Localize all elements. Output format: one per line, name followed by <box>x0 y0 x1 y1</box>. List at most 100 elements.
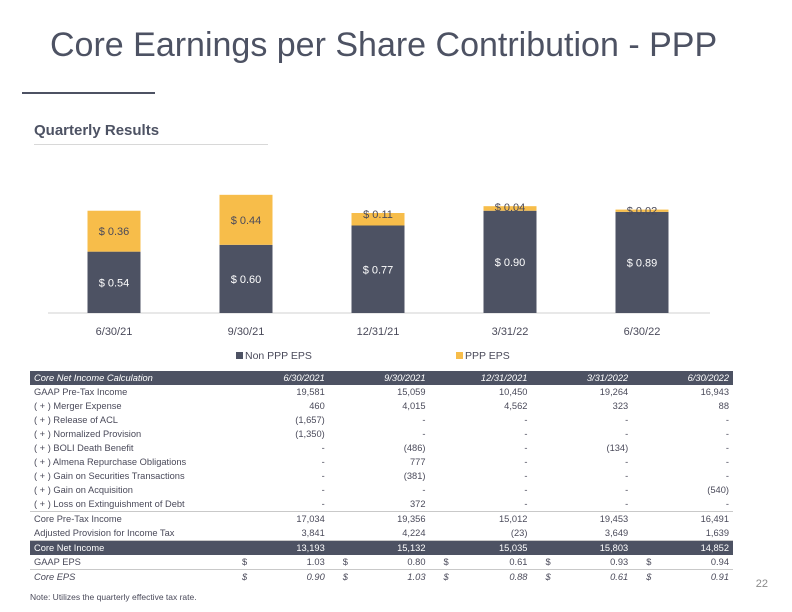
bar-non-ppp-eps <box>87 251 141 313</box>
page-number: 22 <box>755 578 768 590</box>
stacked-bar-chart: $ 0.54 $ 0.36 6/30/21 $ 0.60 $ 0.44 9/30/21 $ … <box>48 194 710 362</box>
row-label: GAAP EPS <box>30 555 228 570</box>
row-value: 17,034 <box>296 514 325 524</box>
table-header-date: 6/30/2022 <box>632 371 733 385</box>
row-value: 777 <box>409 457 426 467</box>
row-value: (540) <box>707 485 729 495</box>
x-tick-label: 9/30/21 <box>228 326 265 338</box>
table-header-date: 6/30/2021 <box>228 371 329 385</box>
row-value: - <box>422 415 426 425</box>
bar-non-ppp-eps <box>615 211 669 313</box>
table-header-date: 12/31/2021 <box>429 371 532 385</box>
currency-symbol: $ <box>646 572 652 582</box>
row-value: - <box>725 443 729 453</box>
row-value: - <box>625 429 629 439</box>
table-row: Core Pre-Tax Income 17,034 19,356 15,012 19,… <box>30 512 733 527</box>
row-value: - <box>524 471 528 481</box>
bar-non-ppp-eps <box>219 244 273 313</box>
bar-value-label: $ 0.04 <box>495 202 526 214</box>
row-value: - <box>524 457 528 467</box>
row-value: - <box>725 457 729 467</box>
row-value: (134) <box>606 443 629 453</box>
row-value: 0.61 <box>610 572 629 582</box>
row-value: - <box>625 485 629 495</box>
row-value: - <box>524 415 528 425</box>
row-label: Adjusted Provision for Income Tax <box>30 526 228 541</box>
bar-ppp-eps <box>483 206 537 211</box>
bar-non-ppp-eps <box>351 225 405 313</box>
table-row: Core Net Income 13,193 15,132 15,035 15,803 1… <box>30 540 733 555</box>
row-label: ( + ) Normalized Provision <box>34 429 142 439</box>
row-value: (486) <box>403 443 426 453</box>
row-value: 15,012 <box>499 514 528 524</box>
bar-value-label: $ 0.77 <box>363 264 394 276</box>
bar-value-label: $ 0.90 <box>495 257 526 269</box>
row-value: 3,649 <box>531 526 633 541</box>
row-value: - <box>321 443 325 453</box>
bar-value-label: $ 0.36 <box>99 226 130 238</box>
row-value: 4,562 <box>504 401 528 411</box>
x-tick-label: 12/31/21 <box>357 326 400 338</box>
row-value: - <box>625 415 629 425</box>
row-value: 19,356 <box>397 514 426 524</box>
page-title: Core Earnings per Share Contribution - P… <box>50 26 718 64</box>
row-label: Core Pre-Tax Income <box>34 514 122 524</box>
row-value: 0.91 <box>710 572 729 582</box>
row-value: - <box>524 429 528 439</box>
table-row: ( + ) BOLI Death Benefit - (486) - (134) - <box>30 441 733 455</box>
table-row: ( + ) Loss on Extinguishment of Debt -372… <box>30 497 733 512</box>
eps-row: Core EPS $0.90 $1.03 $0.88 $0.61 $0.91 <box>30 570 733 585</box>
table-row: ( + ) Release of ACL (1,657) - - - - <box>30 413 733 427</box>
row-label: ( + ) Loss on Extinguishment of Debt <box>30 497 228 512</box>
legend-label: PPP EPS <box>465 350 510 362</box>
x-tick-label: 6/30/22 <box>624 326 661 338</box>
row-value: 15,035 <box>429 540 532 555</box>
row-value: - <box>228 497 329 512</box>
row-value: - <box>422 485 426 495</box>
row-value: - <box>632 497 733 512</box>
x-tick-label: 3/31/22 <box>492 326 529 338</box>
row-value: 0.93 <box>559 555 633 570</box>
currency-symbol: $ <box>429 555 458 570</box>
row-value: - <box>531 497 633 512</box>
row-label: ( + ) Gain on Acquisition <box>34 485 133 495</box>
currency-symbol: $ <box>242 572 248 582</box>
currency-symbol: $ <box>545 572 551 582</box>
row-label: ( + ) Merger Expense <box>34 401 122 411</box>
title-underline <box>22 92 155 94</box>
bar-value-label: $ 0.02 <box>627 206 658 218</box>
row-value: - <box>429 497 532 512</box>
table-row: Adjusted Provision for Income Tax 3,841 4,… <box>30 526 733 541</box>
table-row: ( + ) Gain on Acquisition - - - - (540) <box>30 483 733 497</box>
row-value: 3,841 <box>228 526 329 541</box>
row-label: Core EPS <box>34 572 76 582</box>
legend-label: Non PPP EPS <box>245 350 312 362</box>
row-label: ( + ) Almena Repurchase Obligations <box>34 457 187 467</box>
row-value: (23) <box>429 526 532 541</box>
currency-symbol: $ <box>531 555 560 570</box>
bar-value-label: $ 0.54 <box>99 277 130 289</box>
table-row: ( + ) Merger Expense 460 4,015 4,562 323 88 <box>30 399 733 413</box>
currency-symbol: $ <box>328 555 357 570</box>
row-value: - <box>524 443 528 453</box>
row-value: (1,657) <box>295 415 325 425</box>
x-tick-label: 6/30/21 <box>96 326 133 338</box>
row-value: 0.94 <box>660 555 733 570</box>
bar-ppp-eps <box>219 194 273 245</box>
row-value: (381) <box>403 471 426 481</box>
row-value: 460 <box>309 401 325 411</box>
currency-symbol: $ <box>342 572 348 582</box>
footnote: Note: Utilizes the quarterly effective t… <box>30 592 197 602</box>
row-value: 15,132 <box>328 540 430 555</box>
row-label: ( + ) BOLI Death Benefit <box>34 443 134 453</box>
row-value: 4,015 <box>402 401 426 411</box>
row-value: 0.80 <box>356 555 430 570</box>
bar-value-label: $ 0.44 <box>231 215 262 227</box>
row-value: 1.03 <box>407 572 426 582</box>
table-header-date: 3/31/2022 <box>531 371 633 385</box>
legend-swatch <box>456 352 463 359</box>
row-label: Core Net Income <box>30 540 228 555</box>
row-value: - <box>725 415 729 425</box>
row-value: - <box>321 471 325 481</box>
row-value: 16,491 <box>700 514 729 524</box>
